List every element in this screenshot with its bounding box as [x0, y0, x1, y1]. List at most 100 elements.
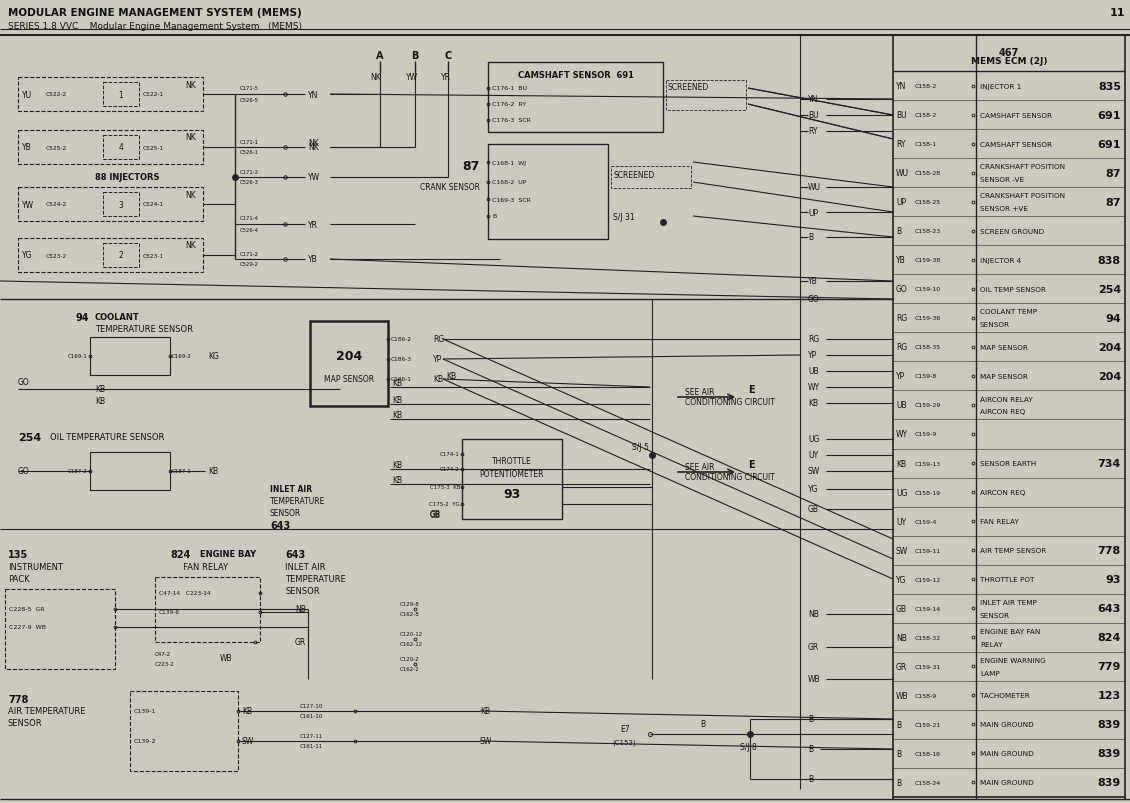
Text: YB: YB	[808, 277, 818, 286]
Text: C: C	[444, 51, 452, 61]
Text: 254: 254	[1097, 284, 1121, 295]
Text: 778: 778	[8, 694, 28, 704]
Bar	[18, 188, 203, 222]
Text: SENSOR: SENSOR	[8, 719, 43, 728]
Text: 87: 87	[1105, 198, 1121, 207]
Text: GB: GB	[896, 604, 907, 613]
Text: UY: UY	[896, 517, 906, 526]
Text: C159-12: C159-12	[915, 577, 941, 582]
Text: UG: UG	[896, 488, 907, 497]
Text: C129-8: C129-8	[400, 601, 419, 607]
Text: WU: WU	[896, 169, 909, 178]
Text: WB: WB	[220, 654, 233, 662]
Text: YP: YP	[433, 355, 442, 364]
Text: KB: KB	[392, 411, 402, 420]
Text: COOLANT TEMP: COOLANT TEMP	[980, 309, 1037, 315]
Text: C186-1: C186-1	[391, 377, 411, 382]
Text: C158-35: C158-35	[915, 345, 941, 350]
Text: NB: NB	[896, 633, 907, 642]
Text: ENGINE BAY FAN: ENGINE BAY FAN	[980, 628, 1041, 634]
Text: C158-23: C158-23	[915, 229, 941, 234]
Text: RG: RG	[896, 314, 907, 323]
Text: MAP SENSOR: MAP SENSOR	[980, 373, 1028, 380]
Text: YG: YG	[21, 251, 33, 260]
Text: C159-14: C159-14	[915, 606, 941, 611]
Text: B: B	[699, 719, 705, 728]
Text: YW: YW	[406, 73, 418, 83]
Bar	[18, 78, 203, 112]
Text: OIL TEMP SENSOR: OIL TEMP SENSOR	[980, 287, 1046, 292]
Text: S/J 31: S/J 31	[612, 212, 635, 221]
Text: RG: RG	[433, 335, 444, 344]
Text: C525-1: C525-1	[144, 145, 164, 150]
Text: C524-1: C524-1	[144, 202, 164, 207]
Text: C171-5: C171-5	[240, 87, 259, 92]
Text: KB: KB	[392, 396, 402, 405]
Text: AIRCON RELAY: AIRCON RELAY	[980, 396, 1033, 402]
Text: 835: 835	[1098, 81, 1121, 92]
Text: C158-25: C158-25	[915, 200, 941, 205]
Text: C171-3: C171-3	[240, 169, 259, 174]
Text: C529-2: C529-2	[240, 262, 259, 267]
Text: KB: KB	[392, 476, 402, 485]
Text: 93: 93	[503, 488, 521, 501]
Text: 254: 254	[18, 433, 42, 442]
Text: YG: YG	[896, 575, 906, 584]
Text: B: B	[808, 715, 814, 724]
Text: C159-31: C159-31	[915, 664, 941, 669]
Text: C524-2: C524-2	[46, 202, 68, 207]
Text: LAMP: LAMP	[980, 670, 1000, 676]
Text: FAN RELAY: FAN RELAY	[170, 563, 228, 572]
Text: CAMSHAFT SENSOR: CAMSHAFT SENSOR	[980, 112, 1052, 118]
Text: NK: NK	[308, 138, 319, 147]
Bar	[488, 63, 663, 132]
Text: THROTTLE: THROTTLE	[493, 457, 532, 466]
Text: C186-3: C186-3	[391, 357, 412, 362]
Text: C120-2: C120-2	[400, 657, 419, 662]
Text: SEE AIR: SEE AIR	[685, 388, 714, 397]
Text: E: E	[748, 459, 755, 470]
Text: C522-2: C522-2	[46, 92, 68, 97]
Text: 643: 643	[285, 549, 305, 560]
Bar	[90, 452, 170, 491]
Text: 88 INJECTORS: 88 INJECTORS	[95, 173, 159, 182]
Text: C161-10: C161-10	[299, 714, 323, 719]
Text: GO: GO	[808, 296, 819, 304]
Text: YB: YB	[308, 255, 318, 264]
Text: B: B	[808, 233, 814, 243]
Text: 11: 11	[1110, 8, 1125, 18]
Text: C175-3  KB: C175-3 KB	[429, 485, 460, 490]
Bar	[488, 145, 608, 240]
Text: AIRCON REQ: AIRCON REQ	[980, 490, 1025, 495]
Text: 838: 838	[1098, 255, 1121, 266]
Text: C159-9: C159-9	[915, 432, 938, 437]
Text: C159-13: C159-13	[915, 461, 941, 466]
Bar	[5, 589, 115, 669]
Bar	[130, 691, 238, 771]
Text: CONDITIONING CIRCUIT: CONDITIONING CIRCUIT	[685, 398, 775, 407]
Text: E7: E7	[620, 724, 629, 734]
Text: B: B	[808, 775, 814, 784]
Text: INLET AIR: INLET AIR	[270, 485, 312, 494]
Text: 839: 839	[1097, 719, 1121, 729]
Text: 204: 204	[1097, 372, 1121, 381]
Text: NK: NK	[308, 143, 319, 153]
Text: NK: NK	[185, 190, 195, 199]
Text: NK: NK	[185, 80, 195, 89]
Text: FAN RELAY: FAN RELAY	[980, 519, 1019, 524]
Text: GB: GB	[808, 505, 819, 514]
Text: SERIES 1.8 VVC    Modular Engine Management System   (MEMS): SERIES 1.8 VVC Modular Engine Management…	[8, 22, 302, 31]
Text: C159-36: C159-36	[915, 316, 941, 321]
Text: B: B	[896, 720, 901, 729]
Text: C161-11: C161-11	[299, 744, 323, 748]
Text: KB: KB	[446, 372, 457, 381]
Text: C176-2  RY: C176-2 RY	[492, 102, 527, 108]
Text: GR: GR	[808, 642, 819, 652]
Text: KB: KB	[242, 707, 252, 715]
Text: C47-2: C47-2	[155, 652, 172, 657]
Text: WY: WY	[808, 383, 820, 392]
Bar	[103, 193, 139, 217]
Text: SCREENED: SCREENED	[668, 84, 710, 92]
Text: WY: WY	[896, 430, 909, 439]
Text: C159-4: C159-4	[915, 519, 938, 524]
